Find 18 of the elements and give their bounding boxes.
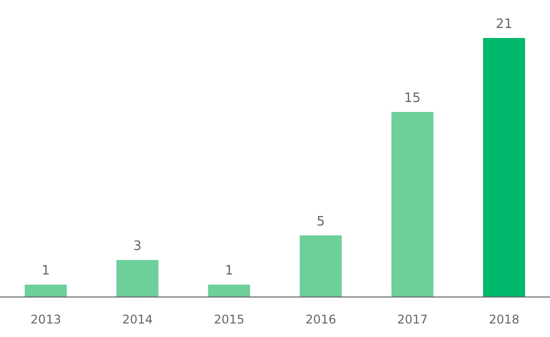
bar [391, 112, 434, 297]
bar [483, 38, 526, 297]
x-tick-label: 2014 [122, 312, 153, 327]
data-label: 1 [224, 264, 234, 279]
x-tick-label: 2013 [30, 312, 62, 327]
bar [208, 284, 250, 297]
x-tick-label: 2016 [306, 312, 336, 327]
bar [116, 260, 158, 297]
bar [300, 235, 342, 297]
x-tick-label: 2018 [488, 312, 520, 327]
data-label: 3 [133, 239, 142, 254]
x-tick-label: 2017 [397, 312, 428, 327]
data-label: 15 [404, 91, 421, 106]
data-label: 21 [496, 17, 512, 32]
data-label: 1 [42, 264, 50, 279]
x-tick-label: 2015 [214, 312, 244, 327]
bar [24, 284, 67, 297]
data-label: 5 [316, 214, 325, 230]
